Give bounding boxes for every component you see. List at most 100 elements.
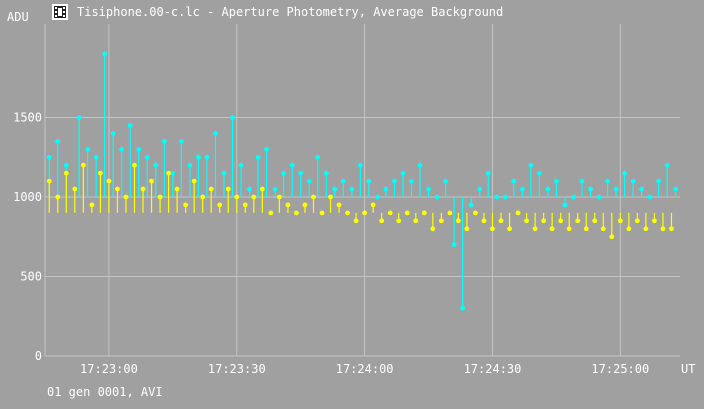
data-point bbox=[357, 162, 363, 168]
data-point bbox=[251, 194, 257, 200]
data-point bbox=[639, 186, 645, 192]
data-point bbox=[362, 210, 368, 216]
data-point bbox=[255, 154, 261, 160]
data-point bbox=[149, 178, 154, 184]
axis-layer: 17:23:00 17:23:30 17:24:00 17:24:30 17:25:00… bbox=[7, 10, 695, 376]
data-point bbox=[669, 226, 674, 232]
data-point bbox=[89, 202, 95, 208]
data-point bbox=[524, 218, 529, 224]
data-point bbox=[451, 242, 457, 248]
data-point bbox=[455, 218, 461, 224]
data-point bbox=[664, 162, 670, 168]
data-point bbox=[221, 170, 227, 176]
series-layer bbox=[46, 51, 679, 311]
data-point bbox=[345, 210, 350, 216]
data-point bbox=[656, 178, 662, 184]
film-strip-icon bbox=[52, 4, 68, 20]
data-point bbox=[204, 154, 210, 160]
data-point bbox=[617, 218, 623, 224]
data-point bbox=[225, 186, 231, 192]
data-point bbox=[498, 218, 504, 224]
series-group bbox=[46, 51, 679, 311]
y-axis-label: ADU bbox=[7, 10, 29, 24]
y-tick-label: 1000 bbox=[13, 190, 42, 204]
data-point bbox=[196, 154, 201, 160]
data-point bbox=[473, 210, 478, 216]
data-point bbox=[571, 194, 576, 200]
data-point bbox=[72, 186, 78, 192]
data-point bbox=[660, 226, 666, 232]
data-point bbox=[579, 178, 585, 184]
data-point bbox=[609, 234, 615, 240]
data-point bbox=[85, 146, 91, 152]
data-point bbox=[575, 218, 581, 224]
data-point bbox=[426, 186, 431, 192]
data-point bbox=[153, 162, 159, 168]
data-point bbox=[123, 194, 129, 200]
window-title: Tisiphone.00-c.lc - Aperture Photometry,… bbox=[77, 5, 504, 19]
data-point bbox=[127, 123, 133, 128]
data-point bbox=[460, 305, 466, 311]
data-point bbox=[268, 210, 274, 216]
data-point bbox=[294, 210, 299, 216]
data-point bbox=[494, 194, 500, 200]
x-tick-label: 17:23:30 bbox=[208, 362, 266, 376]
data-point bbox=[63, 170, 69, 176]
data-point bbox=[468, 202, 474, 208]
data-point bbox=[191, 178, 197, 184]
data-point bbox=[76, 115, 82, 120]
data-point bbox=[630, 178, 636, 184]
data-point bbox=[311, 194, 316, 200]
data-point bbox=[613, 186, 619, 192]
data-point bbox=[234, 194, 240, 200]
data-point bbox=[315, 154, 321, 160]
data-point bbox=[55, 194, 61, 200]
x-tick-label: 17:23:00 bbox=[80, 362, 138, 376]
data-point bbox=[200, 194, 206, 200]
data-point bbox=[281, 170, 287, 176]
data-point bbox=[336, 202, 342, 208]
data-point bbox=[511, 178, 517, 184]
data-point bbox=[332, 186, 338, 192]
data-point bbox=[383, 186, 389, 192]
data-point bbox=[55, 138, 61, 144]
data-point bbox=[80, 162, 86, 168]
data-point bbox=[519, 186, 525, 192]
data-point bbox=[421, 210, 427, 216]
data-point bbox=[353, 218, 359, 224]
data-point bbox=[592, 218, 598, 224]
data-point bbox=[298, 170, 304, 176]
data-point bbox=[98, 170, 103, 176]
data-point bbox=[558, 218, 564, 224]
data-point bbox=[187, 162, 193, 168]
data-point bbox=[183, 202, 189, 208]
data-point bbox=[392, 178, 397, 184]
y-tick-label: 0 bbox=[35, 349, 42, 363]
data-point bbox=[166, 170, 171, 176]
data-point bbox=[387, 210, 393, 216]
data-point bbox=[464, 226, 470, 232]
data-point bbox=[115, 186, 120, 192]
data-point bbox=[247, 186, 252, 192]
data-point bbox=[583, 226, 589, 232]
data-point bbox=[144, 154, 150, 160]
data-point bbox=[302, 202, 308, 208]
data-point bbox=[370, 202, 376, 208]
data-point bbox=[259, 186, 265, 192]
data-point bbox=[366, 178, 372, 184]
data-point bbox=[536, 170, 542, 176]
data-point bbox=[409, 178, 414, 184]
data-point bbox=[174, 186, 180, 192]
data-point bbox=[485, 170, 491, 176]
data-point bbox=[438, 218, 444, 224]
data-point bbox=[161, 138, 167, 144]
data-point bbox=[400, 170, 406, 176]
data-point bbox=[349, 186, 355, 192]
data-point bbox=[541, 218, 547, 224]
data-point bbox=[413, 218, 419, 224]
data-point bbox=[102, 51, 108, 57]
series-group bbox=[46, 162, 674, 240]
data-point bbox=[396, 218, 402, 224]
data-point bbox=[549, 226, 555, 232]
